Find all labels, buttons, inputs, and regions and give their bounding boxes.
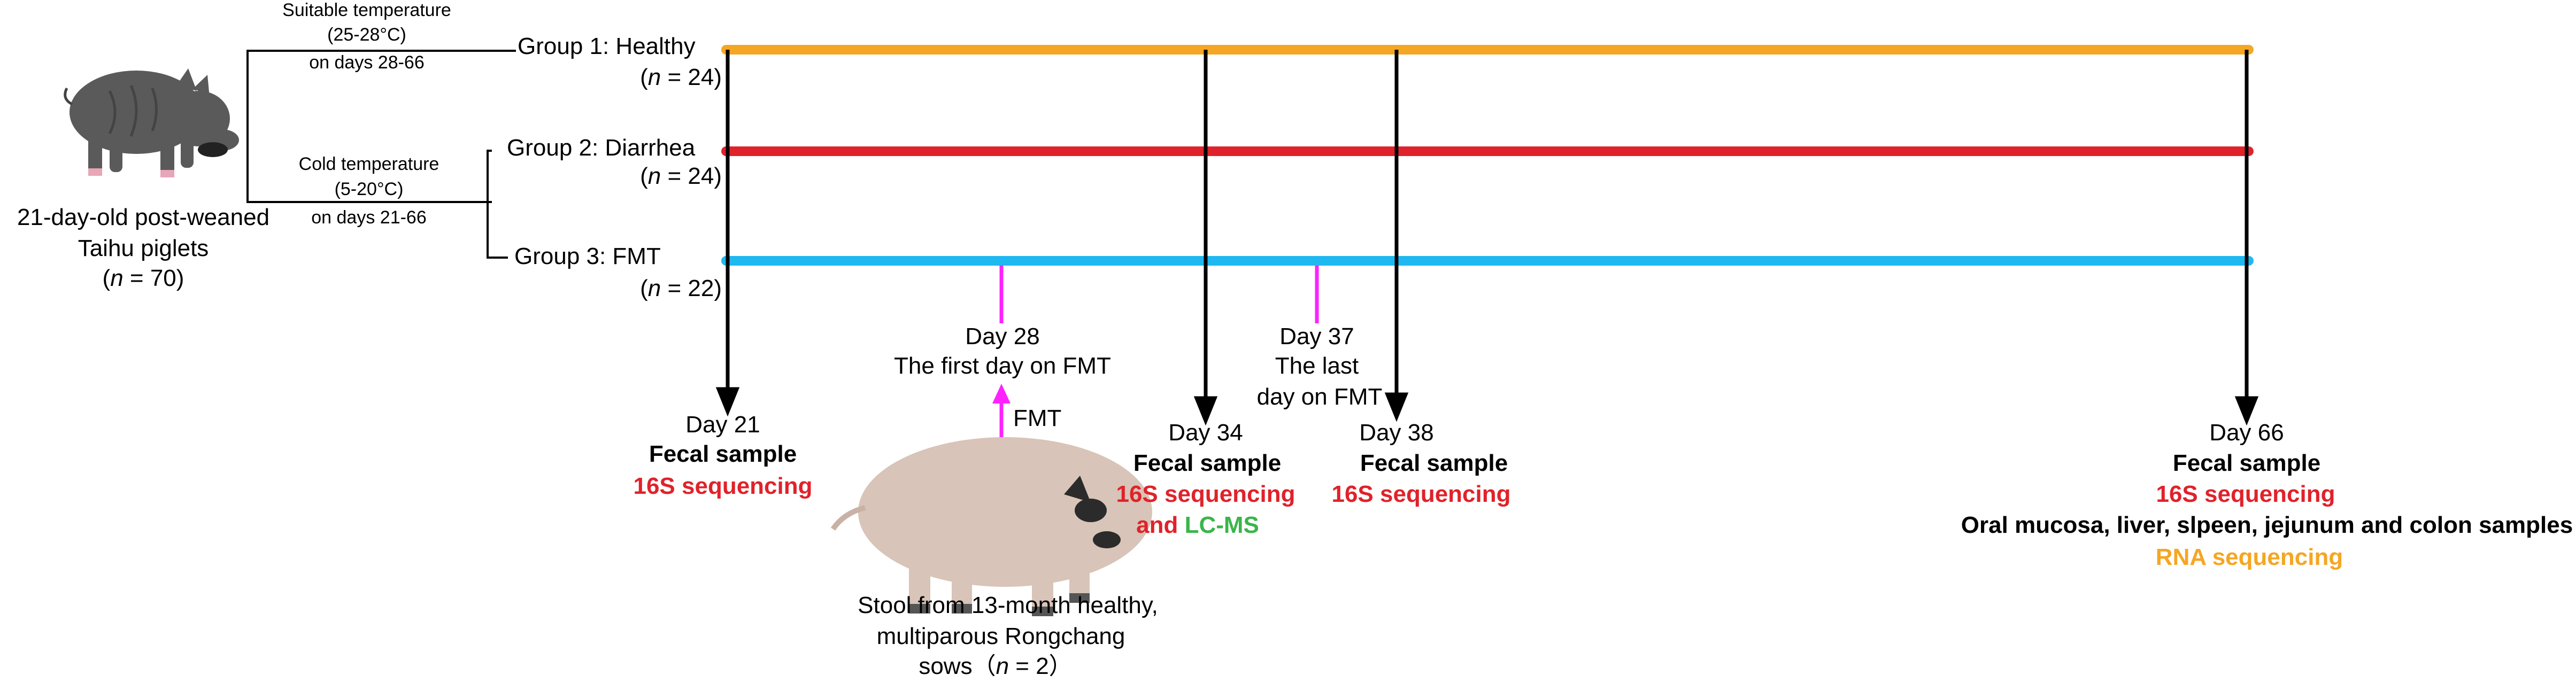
day21-sample: Fecal sample: [649, 441, 797, 467]
sow-illustration: [830, 437, 1152, 616]
day34-label: Day 34: [1168, 420, 1243, 446]
branch-bracket: [246, 50, 516, 259]
day34-sample: Fecal sample: [1133, 450, 1282, 476]
day66-assay2: RNA sequencing: [2155, 544, 2343, 570]
fmt-first-day-label: The first day on FMT: [894, 353, 1111, 379]
day34-assay2-line: and LC-MS: [1136, 512, 1259, 538]
cold-temperature-days: on days 21-66: [311, 207, 427, 228]
group-1-count: (n = 24): [640, 64, 722, 90]
suitable-temperature-days: on days 28-66: [309, 52, 425, 73]
day21-assay: 16S sequencing: [633, 473, 813, 499]
start-population-count: (n = 70): [102, 265, 184, 291]
arrowhead-day38: [1384, 392, 1409, 422]
day21-label: Day 21: [685, 412, 760, 438]
suitable-temperature-range: (25-28°C): [327, 25, 406, 45]
arrowhead-day21: [715, 387, 740, 417]
day66-assay: 16S sequencing: [2156, 481, 2335, 507]
group-2-label: Group 2: Diarrhea: [507, 135, 696, 161]
day38-sample: Fecal sample: [1360, 450, 1508, 476]
fmt-last-day-label-cont: day on FMT: [1256, 384, 1383, 410]
day34-assay: 16S sequencing: [1116, 481, 1295, 507]
fmt-last-day: Day 37: [1279, 323, 1354, 350]
fmt-arrow-label: FMT: [1013, 405, 1062, 431]
donor-line1: Stool from 13-month healthy,: [858, 592, 1158, 618]
day66-sample: Fecal sample: [2172, 450, 2321, 476]
day38-assay: 16S sequencing: [1331, 481, 1511, 507]
donor-line2: multiparous Rongchang: [876, 623, 1125, 649]
start-population-line2: Taihu piglets: [78, 235, 209, 261]
cold-temperature-label: Cold temperature: [298, 154, 439, 174]
piglet-illustration: [64, 68, 239, 177]
day38-label: Day 38: [1359, 420, 1434, 446]
group-2-count: (n = 24): [640, 163, 722, 189]
day66-label: Day 66: [2209, 420, 2284, 446]
fmt-transfer-arrow: [992, 384, 1011, 443]
group-3-count: (n = 22): [640, 275, 722, 301]
start-population-line1: 21-day-old post-weaned: [17, 204, 270, 230]
arrowhead-day66: [2234, 396, 2259, 426]
day66-tissues: Oral mucosa, liver, slpeen, jejunum and …: [1961, 512, 2573, 538]
arrowhead-day34: [1193, 396, 1218, 426]
cold-temperature-range: (5-20°C): [334, 179, 404, 199]
group-3-label: Group 3: FMT: [514, 243, 661, 269]
suitable-temperature-label: Suitable temperature: [282, 0, 451, 20]
donor-line3: sows（n = 2）: [919, 653, 1073, 679]
group-1-label: Group 1: Healthy: [518, 33, 696, 59]
fmt-first-day: Day 28: [965, 323, 1040, 350]
fmt-last-day-label: The last: [1275, 353, 1359, 379]
